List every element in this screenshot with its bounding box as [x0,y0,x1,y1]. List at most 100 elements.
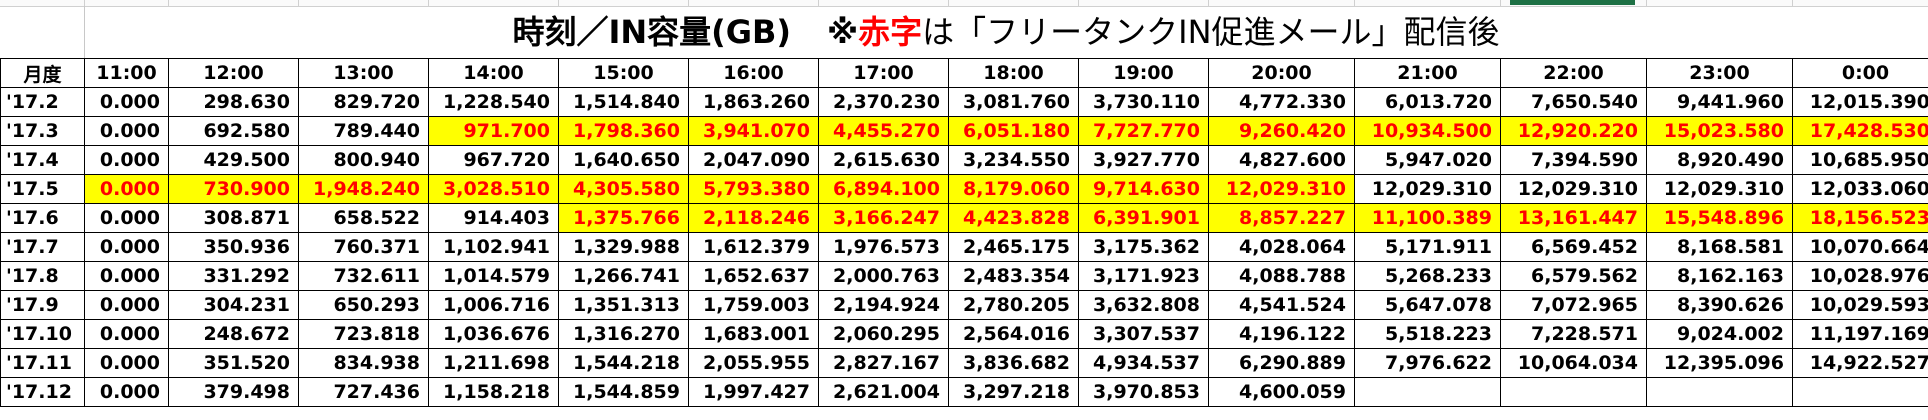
value-cell[interactable]: 4,305.580 [558,174,689,204]
value-cell[interactable]: 3,234.550 [948,145,1079,175]
value-cell[interactable]: 1,102.941 [428,232,559,262]
value-cell[interactable]: 6,579.562 [1500,261,1647,291]
value-cell[interactable]: 6,051.180 [948,116,1079,146]
value-cell[interactable]: 1,316.270 [558,319,689,349]
month-cell[interactable]: '17.8 [0,261,85,291]
value-cell[interactable]: 3,166.247 [818,203,949,233]
value-cell[interactable]: 1,228.540 [428,87,559,117]
value-cell[interactable]: 331.292 [168,261,299,291]
value-cell[interactable]: 10,029.593 [1792,290,1928,320]
value-cell[interactable]: 4,600.059 [1208,377,1355,407]
value-cell[interactable]: 5,793.380 [688,174,819,204]
value-cell[interactable]: 7,228.571 [1500,319,1647,349]
value-cell[interactable]: 0.000 [84,319,169,349]
value-cell[interactable]: 4,196.122 [1208,319,1355,349]
value-cell[interactable]: 17,428.530 [1792,116,1928,146]
month-cell[interactable]: '17.10 [0,319,85,349]
value-cell[interactable]: 4,827.600 [1208,145,1355,175]
header-hour[interactable]: 23:00 [1646,58,1793,88]
value-cell[interactable]: 789.440 [298,116,429,146]
value-cell[interactable] [1792,377,1928,407]
value-cell[interactable]: 2,780.205 [948,290,1079,320]
value-cell[interactable]: 4,088.788 [1208,261,1355,291]
value-cell[interactable]: 429.500 [168,145,299,175]
value-cell[interactable]: 1,612.379 [688,232,819,262]
value-cell[interactable]: 1,863.260 [688,87,819,117]
value-cell[interactable]: 5,647.078 [1354,290,1501,320]
value-cell[interactable]: 1,544.859 [558,377,689,407]
month-cell[interactable]: '17.7 [0,232,85,262]
value-cell[interactable] [1354,377,1501,407]
value-cell[interactable]: 1,329.988 [558,232,689,262]
value-cell[interactable]: 2,060.295 [818,319,949,349]
month-cell[interactable]: '17.6 [0,203,85,233]
value-cell[interactable]: 1,652.637 [688,261,819,291]
value-cell[interactable]: 3,175.362 [1078,232,1209,262]
value-cell[interactable]: 12,029.310 [1646,174,1793,204]
value-cell[interactable]: 0.000 [84,203,169,233]
value-cell[interactable]: 3,171.923 [1078,261,1209,291]
value-cell[interactable]: 0.000 [84,348,169,378]
value-cell[interactable]: 6,013.720 [1354,87,1501,117]
value-cell[interactable]: 3,081.760 [948,87,1079,117]
value-cell[interactable]: 9,024.002 [1646,319,1793,349]
value-cell[interactable]: 15,548.896 [1646,203,1793,233]
value-cell[interactable]: 10,070.664 [1792,232,1928,262]
value-cell[interactable]: 5,518.223 [1354,319,1501,349]
value-cell[interactable]: 1,211.698 [428,348,559,378]
value-cell[interactable]: 4,934.537 [1078,348,1209,378]
value-cell[interactable]: 834.938 [298,348,429,378]
value-cell[interactable]: 6,569.452 [1500,232,1647,262]
value-cell[interactable]: 3,970.853 [1078,377,1209,407]
value-cell[interactable]: 3,297.218 [948,377,1079,407]
month-cell[interactable]: '17.12 [0,377,85,407]
value-cell[interactable] [1646,377,1793,407]
header-hour[interactable]: 13:00 [298,58,429,88]
header-hour[interactable]: 17:00 [818,58,949,88]
header-hour[interactable]: 22:00 [1500,58,1647,88]
value-cell[interactable]: 971.700 [428,116,559,146]
value-cell[interactable]: 304.231 [168,290,299,320]
value-cell[interactable]: 0.000 [84,116,169,146]
month-cell[interactable]: '17.5 [0,174,85,204]
value-cell[interactable]: 6,894.100 [818,174,949,204]
value-cell[interactable]: 6,290.889 [1208,348,1355,378]
value-cell[interactable]: 1,798.360 [558,116,689,146]
value-cell[interactable]: 10,028.976 [1792,261,1928,291]
value-cell[interactable]: 18,156.523 [1792,203,1928,233]
value-cell[interactable]: 2,000.763 [818,261,949,291]
value-cell[interactable]: 12,033.060 [1792,174,1928,204]
value-cell[interactable]: 0.000 [84,174,169,204]
value-cell[interactable]: 4,541.524 [1208,290,1355,320]
value-cell[interactable]: 8,162.163 [1646,261,1793,291]
sheet-title-cell[interactable]: 時刻／IN容量(GB) ※赤字は「フリータンクIN促進メール」配信後 [84,6,1928,58]
value-cell[interactable]: 1,683.001 [688,319,819,349]
value-cell[interactable]: 3,307.537 [1078,319,1209,349]
value-cell[interactable]: 9,260.420 [1208,116,1355,146]
value-cell[interactable]: 10,064.034 [1500,348,1647,378]
value-cell[interactable]: 13,161.447 [1500,203,1647,233]
value-cell[interactable]: 8,857.227 [1208,203,1355,233]
value-cell[interactable]: 9,441.960 [1646,87,1793,117]
value-cell[interactable]: 5,171.911 [1354,232,1501,262]
value-cell[interactable]: 1,514.840 [558,87,689,117]
value-cell[interactable]: 1,014.579 [428,261,559,291]
value-cell[interactable]: 8,168.581 [1646,232,1793,262]
value-cell[interactable]: 2,194.924 [818,290,949,320]
value-cell[interactable]: 0.000 [84,87,169,117]
value-cell[interactable]: 5,947.020 [1354,145,1501,175]
value-cell[interactable]: 692.580 [168,116,299,146]
header-hour[interactable]: 12:00 [168,58,299,88]
value-cell[interactable]: 3,632.808 [1078,290,1209,320]
value-cell[interactable]: 0.000 [84,377,169,407]
value-cell[interactable] [1500,377,1647,407]
header-hour[interactable]: 21:00 [1354,58,1501,88]
value-cell[interactable]: 1,544.218 [558,348,689,378]
value-cell[interactable]: 3,941.070 [688,116,819,146]
header-hour[interactable]: 20:00 [1208,58,1355,88]
value-cell[interactable]: 9,714.630 [1078,174,1209,204]
header-hour[interactable]: 15:00 [558,58,689,88]
value-cell[interactable]: 0.000 [84,145,169,175]
value-cell[interactable]: 1,006.716 [428,290,559,320]
value-cell[interactable]: 0.000 [84,261,169,291]
